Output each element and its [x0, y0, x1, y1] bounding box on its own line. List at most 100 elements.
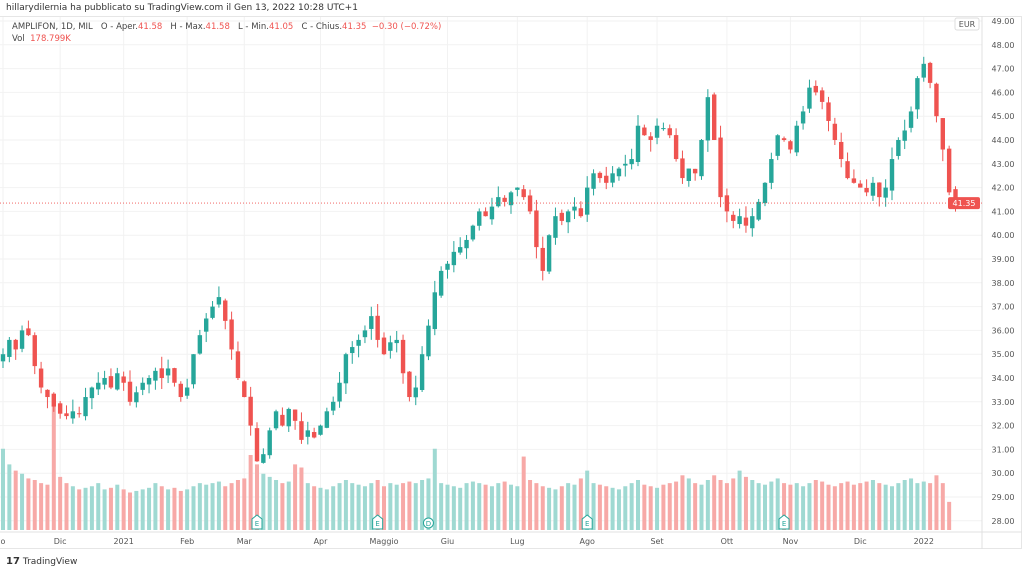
- candle-body: [280, 414, 285, 426]
- candle-body: [743, 217, 749, 226]
- volume-bar: [750, 480, 755, 530]
- volume-bar: [858, 483, 863, 530]
- candle-body: [57, 403, 63, 414]
- volume-bar: [851, 484, 856, 530]
- x-tick-label: Dic: [854, 537, 867, 546]
- candle-body: [178, 383, 183, 398]
- candle-body: [229, 319, 234, 350]
- volume-bar: [616, 489, 621, 530]
- candle-body: [896, 140, 901, 156]
- candle-body: [102, 378, 107, 385]
- volume-bar: [775, 478, 780, 530]
- candle-body: [13, 339, 18, 350]
- volume-bar: [312, 486, 317, 530]
- volume-bar: [559, 486, 564, 530]
- candle-body: [140, 382, 145, 390]
- volume-bar: [280, 483, 285, 530]
- earnings-marker: [778, 514, 790, 530]
- volume-bar: [299, 467, 304, 530]
- candle-body: [864, 187, 869, 193]
- x-tick-label: 2022: [914, 537, 934, 546]
- earnings-marker: [251, 514, 263, 530]
- candle-body: [750, 216, 755, 229]
- volume-bar: [324, 489, 329, 530]
- candle-body: [96, 382, 101, 390]
- open-value: 41.58: [137, 22, 163, 32]
- volume-bar: [388, 483, 393, 530]
- y-tick-label: 34.00: [992, 374, 1015, 383]
- candle-body: [356, 339, 361, 346]
- volume-bar: [870, 480, 875, 530]
- candle-body: [661, 128, 666, 130]
- y-tick-label: 48.00: [992, 41, 1015, 50]
- candle-body: [134, 392, 139, 403]
- candle-body: [553, 216, 558, 238]
- candle-body: [464, 239, 469, 249]
- candle-body: [369, 316, 374, 329]
- volume-bar: [204, 484, 209, 530]
- volume-bar: [1, 448, 5, 530]
- volume-bar: [7, 464, 12, 530]
- candle-body: [204, 318, 209, 332]
- volume-bar: [102, 489, 107, 530]
- candle-body: [242, 381, 247, 398]
- volume-bar: [674, 481, 679, 530]
- candle-body: [692, 168, 698, 174]
- candle-body: [629, 159, 634, 165]
- volume-bar: [248, 455, 253, 530]
- high-value: 41.58: [205, 22, 230, 32]
- y-tick-label: 33.00: [992, 398, 1015, 407]
- candle-body: [438, 270, 444, 296]
- volume-bar: [20, 473, 25, 530]
- volume-bar: [604, 486, 609, 530]
- candle-body: [680, 158, 685, 179]
- symbol-name[interactable]: AMPLIFON, 1D, MIL: [12, 22, 93, 32]
- volume-bar: [185, 489, 190, 530]
- candle-body: [946, 148, 952, 193]
- low-value: 41.05: [268, 22, 294, 32]
- candle-body: [858, 183, 863, 188]
- volume-bar: [528, 480, 533, 530]
- volume-bar: [788, 484, 793, 530]
- volume-bar: [724, 483, 729, 530]
- volume-bar: [77, 489, 82, 530]
- candle-body: [400, 339, 406, 374]
- candle-body: [64, 413, 69, 417]
- y-tick-label: 35.00: [992, 350, 1015, 359]
- chart-frame: [0, 16, 1022, 549]
- candle-body: [470, 225, 476, 240]
- candle-body: [483, 211, 488, 217]
- volume-bar: [610, 487, 615, 530]
- volume-bar: [794, 483, 799, 530]
- candle-body: [413, 387, 418, 398]
- volume-bar: [743, 476, 748, 530]
- volume-bar: [572, 484, 577, 530]
- volume-bar: [839, 483, 844, 530]
- candle-body: [172, 368, 177, 383]
- volume-bar: [521, 456, 526, 530]
- candle-body: [394, 339, 399, 344]
- candle-body: [635, 125, 641, 162]
- candle-body: [184, 387, 190, 396]
- y-tick-label: 44.00: [992, 136, 1015, 145]
- candle-body: [51, 393, 56, 407]
- candle-body: [915, 78, 920, 110]
- volume-bar: [693, 483, 698, 530]
- volume-bar: [921, 481, 926, 530]
- volume-bar: [877, 483, 882, 530]
- candle-body: [839, 141, 844, 160]
- x-tick-label: Ago: [579, 537, 595, 546]
- volume-bar: [89, 486, 94, 530]
- candle-body: [77, 413, 82, 415]
- candle-body: [642, 127, 647, 136]
- candle-body: [146, 378, 152, 385]
- y-tick-label: 45.00: [992, 112, 1015, 121]
- candle-body: [426, 325, 431, 357]
- volume-bar: [712, 475, 717, 530]
- volume-bar: [585, 470, 590, 530]
- candle-body: [38, 368, 44, 388]
- candle-body: [623, 163, 628, 166]
- volume-bar: [553, 489, 558, 530]
- candle-body: [718, 137, 723, 198]
